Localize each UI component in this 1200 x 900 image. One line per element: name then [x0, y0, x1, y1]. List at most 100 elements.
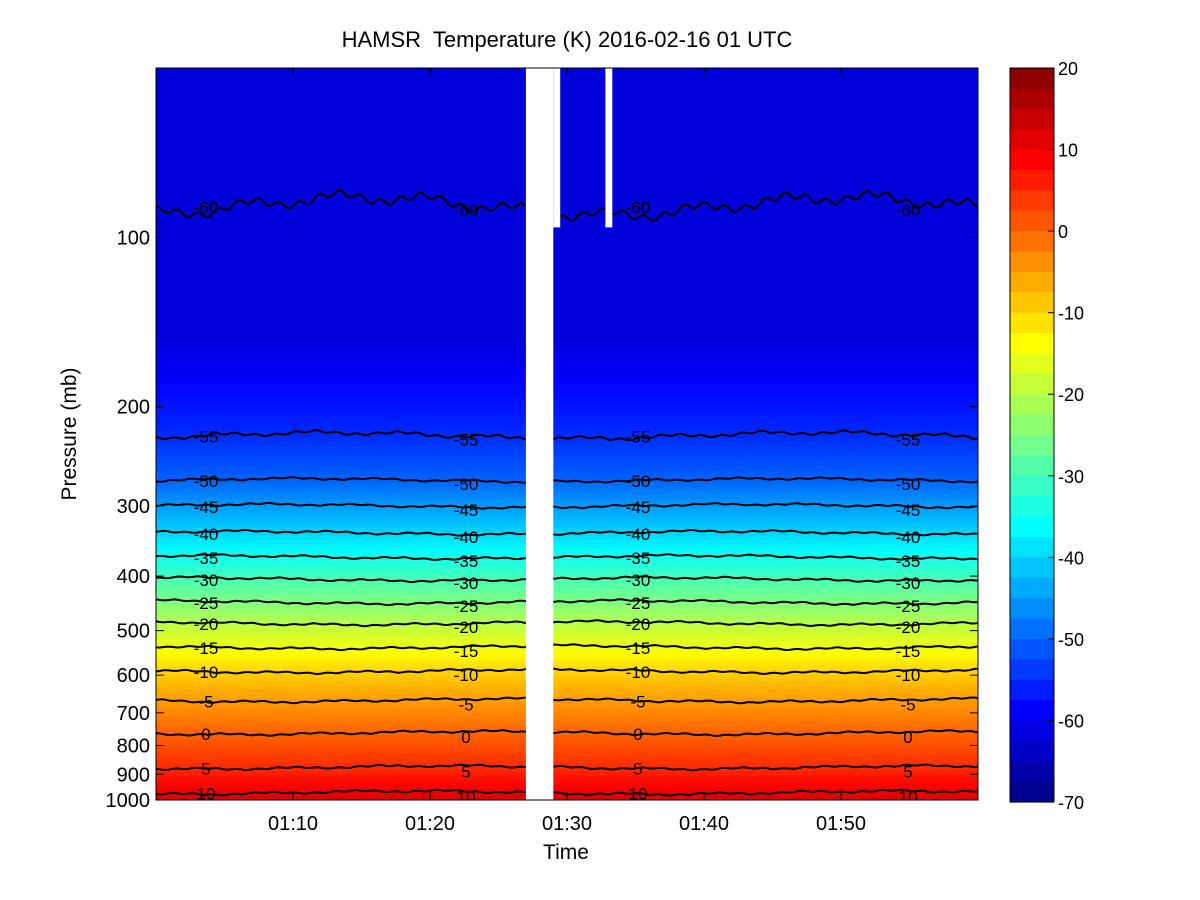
temperature-band: [156, 755, 978, 760]
temperature-band: [156, 348, 978, 354]
temperature-band: [156, 299, 978, 305]
colorbar-segment: [1010, 679, 1054, 701]
colorbar-segment: [1010, 333, 1054, 355]
temperature-band: [156, 173, 978, 179]
temperature-band: [156, 584, 978, 590]
temperature-band: [156, 210, 978, 215]
temperature-band: [156, 572, 978, 577]
colorbar-tick-label: 0: [1058, 222, 1068, 242]
y-tick-label: 800: [117, 735, 150, 757]
contour-line: [156, 643, 978, 652]
temperature-band: [156, 145, 978, 150]
contour-label: -10: [194, 663, 219, 682]
colorbar-tick-label: -50: [1058, 630, 1084, 650]
colorbar-segment: [1010, 557, 1054, 579]
colorbar-segment: [1010, 659, 1054, 681]
contour-label: -25: [194, 594, 219, 613]
temperature-band: [156, 539, 978, 545]
contour-label: -35: [454, 552, 479, 571]
temperature-band: [156, 108, 978, 114]
chart-title: HAMSR Temperature (K) 2016-02-16 01 UTC: [342, 27, 793, 52]
y-tick-label: 100: [117, 227, 150, 249]
contour-label: -35: [626, 549, 651, 568]
temperature-band: [156, 543, 978, 549]
temperature-band: [156, 84, 978, 89]
temperature-band: [156, 149, 978, 154]
contour-label: -55: [626, 428, 651, 447]
contour-label: -20: [194, 615, 219, 634]
temperature-band: [156, 730, 978, 736]
temperature-band: [156, 641, 978, 647]
temperature-band: [156, 291, 978, 297]
colorbar-segment: [1010, 781, 1054, 803]
temperature-band: [156, 389, 978, 394]
temperature-band: [156, 275, 978, 281]
temperature-band: [156, 177, 978, 183]
temperature-band: [156, 771, 978, 777]
temperature-band: [156, 706, 978, 712]
colorbar-tick-label: 20: [1058, 59, 1078, 79]
temperature-band: [156, 303, 978, 309]
temperature-band: [156, 474, 978, 480]
temperature-band: [156, 271, 978, 276]
x-tick-label: 01:10: [268, 813, 318, 835]
temperature-band: [156, 425, 978, 431]
temperature-band: [156, 604, 978, 610]
colorbar-tick-label: -10: [1058, 304, 1084, 324]
colorbar-segment: [1010, 149, 1054, 171]
temperature-band: [156, 279, 978, 285]
colorbar-segment: [1010, 190, 1054, 212]
temperature-band: [156, 446, 978, 451]
temperature-band: [156, 238, 978, 244]
temperature-band: [156, 698, 978, 703]
contour-label: -40: [454, 528, 479, 547]
data-gap: [525, 68, 554, 800]
temperature-band: [156, 364, 978, 370]
temperature-band: [156, 429, 978, 435]
temperature-band: [156, 783, 978, 789]
temperature-band: [156, 218, 978, 224]
contour-label: -15: [626, 639, 651, 658]
contour-line: [156, 763, 978, 772]
temperature-band: [156, 710, 978, 716]
temperature-band: [156, 564, 978, 569]
temperature-band: [156, 515, 978, 520]
data-gaps: [525, 68, 613, 800]
temperature-band: [156, 401, 978, 407]
colorbar-segment: [1010, 292, 1054, 314]
temperature-band: [156, 137, 978, 142]
contour-label: -20: [454, 618, 479, 637]
temperature-band: [156, 405, 978, 411]
colorbar-segment: [1010, 68, 1054, 89]
temperature-band: [156, 129, 978, 134]
contour-label: -30: [626, 571, 651, 590]
temperature-band: [156, 153, 978, 159]
temperature-band: [156, 104, 978, 110]
colorbar-ticks: 20 10 0 -10 -20 -30 -40 -50 -60 -70: [1048, 59, 1084, 813]
temperature-band: [156, 259, 978, 264]
temperature-band: [156, 417, 978, 423]
temperature-band: [156, 645, 978, 651]
temperature-bands: [156, 68, 978, 800]
temperature-band: [156, 678, 978, 683]
contour-label: -40: [626, 525, 651, 544]
contour-line: [156, 619, 978, 628]
contour-label: -25: [896, 597, 921, 616]
contour-label: -5: [198, 692, 213, 711]
colorbar-segment: [1010, 577, 1054, 599]
temperature-band: [156, 495, 978, 500]
temperature-band: [156, 718, 978, 724]
temperature-band: [156, 560, 978, 565]
temperature-band: [156, 653, 978, 659]
data-gap: [605, 68, 613, 228]
temperature-band: [156, 226, 978, 232]
colorbar-segment: [1010, 740, 1054, 762]
contour-label: -30: [896, 574, 921, 593]
contour-label: -45: [896, 501, 921, 520]
temperature-band: [156, 690, 978, 695]
colorbar-segment: [1010, 231, 1054, 253]
x-tick-label: 01:30: [542, 813, 592, 835]
temperature-band: [156, 556, 978, 561]
contour-label: -55: [194, 428, 219, 447]
temperature-band: [156, 324, 978, 329]
